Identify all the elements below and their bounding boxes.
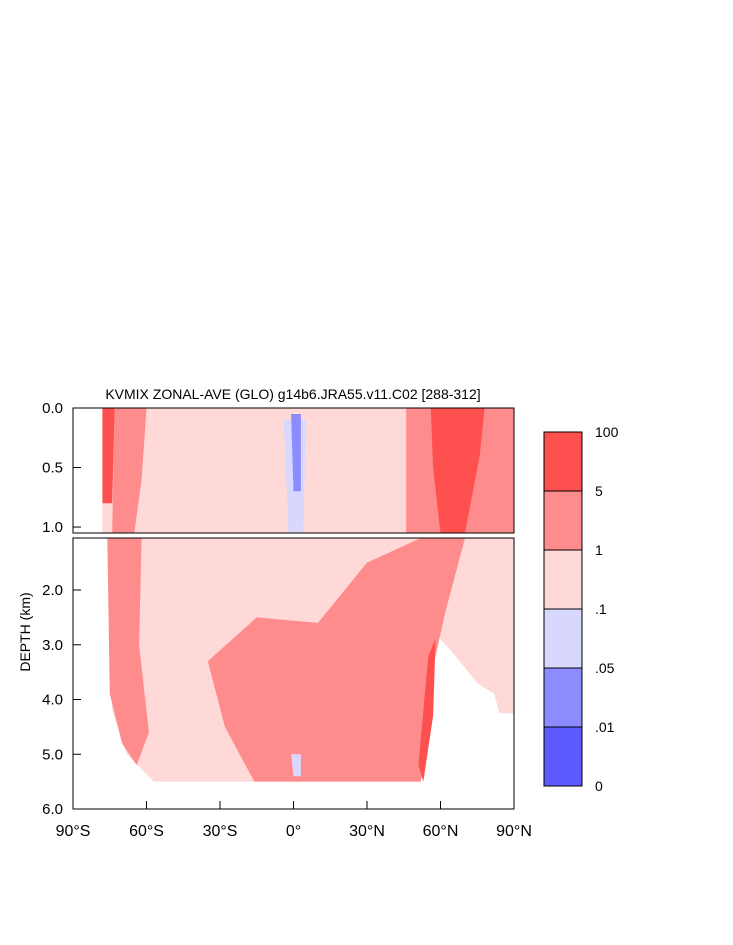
colorbar-label: 1 (595, 542, 603, 558)
chart-title: KVMIX ZONAL-AVE (GLO) g14b6.JRA55.v11.C0… (105, 386, 480, 402)
upper-y-axis: 0.0 0.5 1.0 (42, 400, 81, 536)
xtick-label: 30°N (349, 823, 385, 840)
y-axis-label: DEPTH (km) (17, 592, 33, 671)
region-upper-antarctic-strip (102, 408, 115, 504)
region-lower-southern-band (107, 538, 149, 766)
region-upper-equatorial-core (291, 414, 301, 492)
upper-ytick-label: 0.5 (42, 460, 63, 477)
region-lower-equatorial (291, 754, 301, 777)
lower-ytick-label: 2.0 (42, 582, 63, 599)
xtick-label: 90°S (56, 823, 91, 840)
colorbar-swatch (543, 608, 583, 669)
lower-ytick-label: 6.0 (42, 801, 63, 818)
xtick-label: 90°N (496, 823, 532, 840)
xtick-label: 60°N (423, 823, 459, 840)
colorbar-label: 5 (595, 483, 603, 499)
colorbar-swatch (543, 667, 583, 728)
colorbar-label: .05 (595, 660, 615, 676)
lower-ytick-label: 5.0 (42, 746, 63, 763)
upper-panel-frame (72, 407, 515, 534)
region-upper-southern-band (112, 408, 147, 533)
colorbar-label: .1 (595, 601, 607, 617)
colorbar-swatch (543, 490, 583, 551)
xtick-label: 60°S (129, 823, 164, 840)
upper-ytick-label: 0.0 (42, 400, 63, 417)
colorbar: 100 5 1 .1 .05 .01 0 (543, 424, 619, 794)
xtick-label: 0° (286, 823, 301, 840)
lower-ytick-label: 3.0 (42, 637, 63, 654)
colorbar-label: 100 (595, 424, 619, 440)
xtick-label: 30°S (203, 823, 238, 840)
region-upper-northern-core (430, 408, 485, 533)
colorbar-swatch (543, 431, 583, 492)
colorbar-label: 0 (595, 778, 603, 794)
colorbar-swatch (543, 726, 583, 787)
lower-y-axis: 2.0 3.0 4.0 5.0 6.0 (42, 582, 81, 818)
upper-ytick-label: 1.0 (42, 519, 63, 536)
colorbar-swatch (543, 549, 583, 610)
region-lower-northern-core (418, 639, 436, 782)
upper-panel-regions (102, 408, 514, 533)
colorbar-label: .01 (595, 719, 615, 735)
lower-panel-regions (107, 538, 514, 782)
lower-ytick-label: 4.0 (42, 692, 63, 709)
region-lower-central-band (207, 538, 466, 782)
x-axis: 90°S 60°S 30°S 0° 30°N 60°N 90°N (56, 801, 532, 840)
